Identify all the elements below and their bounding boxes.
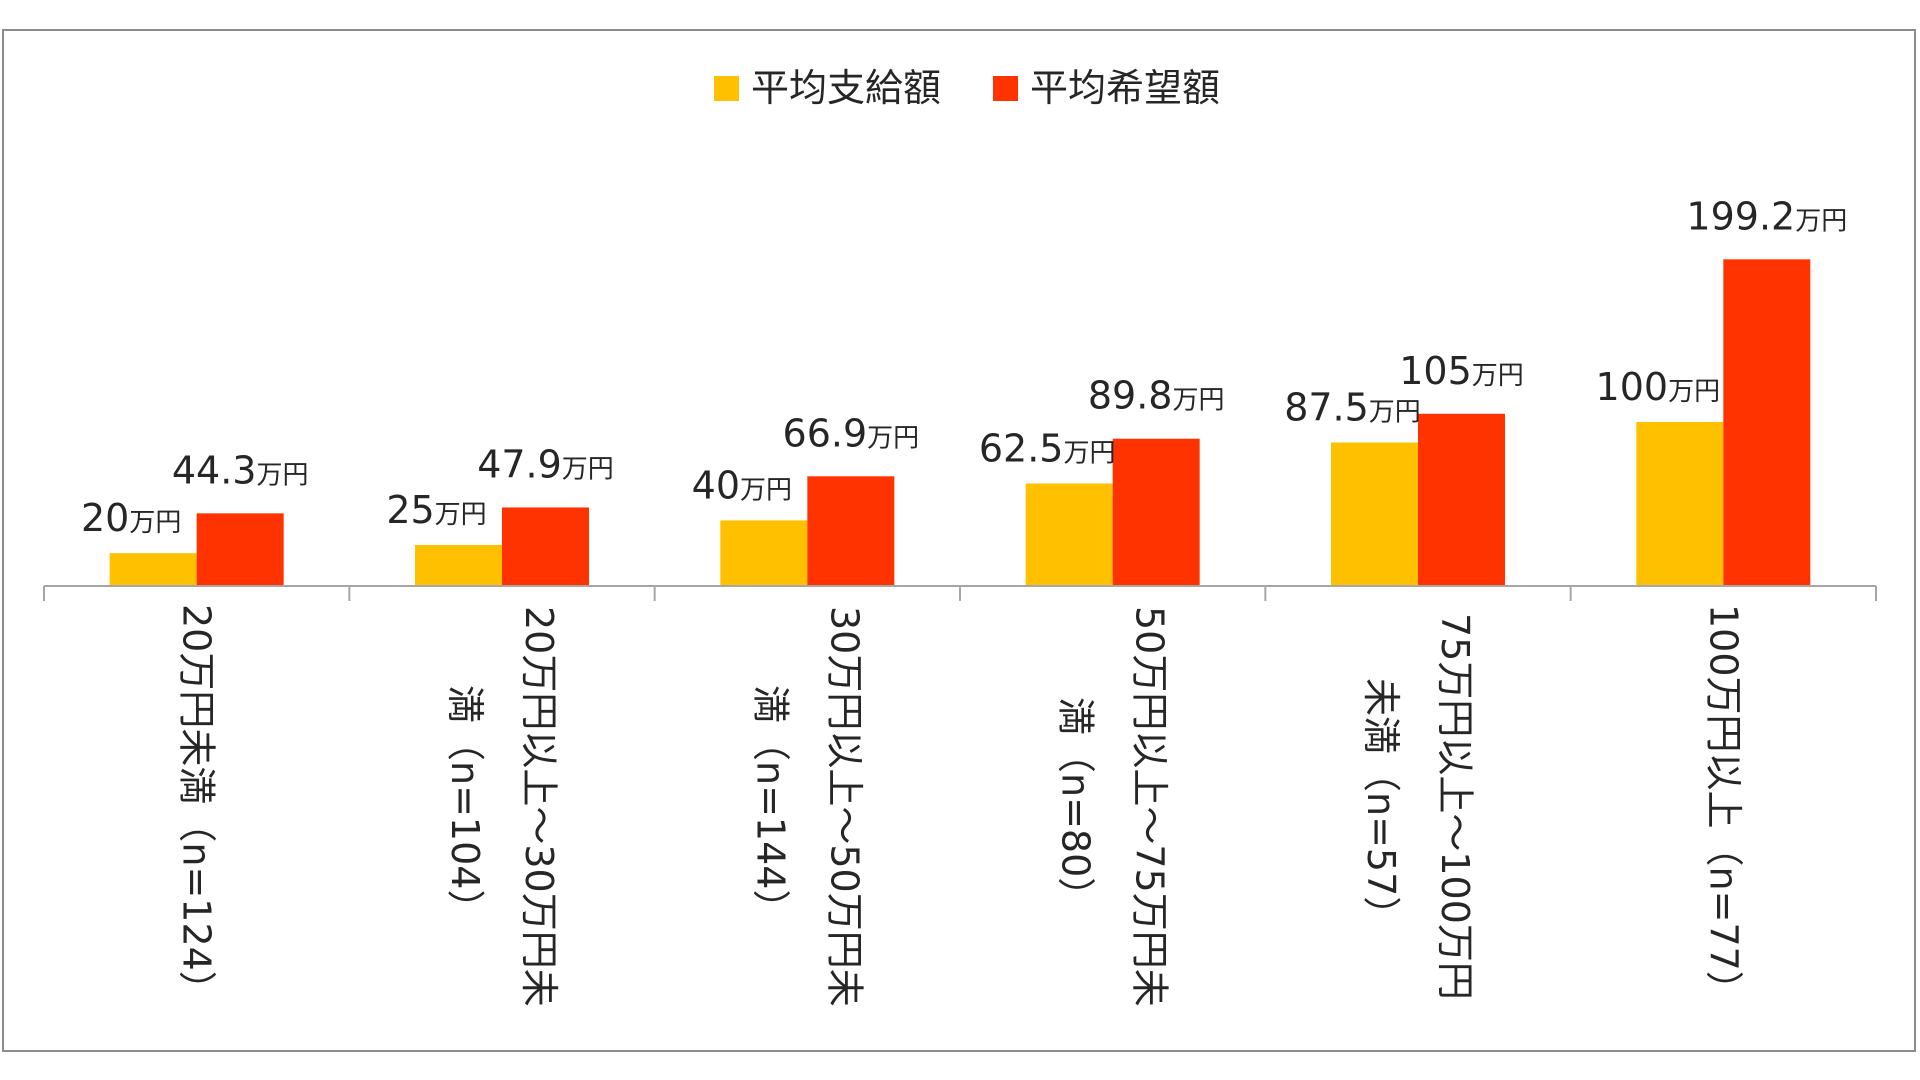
bar-average-desired — [196, 513, 284, 586]
bar-average-desired — [807, 476, 895, 586]
legend-label-average-desired: 平均希望額 — [1030, 66, 1221, 110]
legend-label-average-paid: 平均支給額 — [751, 66, 942, 110]
bar-average-desired — [1112, 438, 1200, 586]
x-axis-category-label: 100万円以上（n=77） — [1701, 604, 1746, 1009]
data-label-unit: 万円 — [1369, 398, 1421, 428]
bars — [109, 259, 1811, 586]
data-label-average-paid: 20万円 — [81, 496, 181, 540]
data-label-value: 25 — [386, 488, 434, 532]
bar-average-desired — [1418, 413, 1505, 586]
bar-average-desired — [502, 507, 589, 586]
x-axis-category-label: 20万円以上～30万円未満（n=104） — [443, 606, 561, 1007]
data-label-unit: 万円 — [1472, 361, 1524, 391]
data-label-average-paid: 87.5万円 — [1284, 386, 1421, 430]
legend-item-average-desired: 平均希望額 — [993, 66, 1220, 110]
data-label-unit: 万円 — [867, 423, 919, 453]
data-label-unit: 万円 — [435, 500, 487, 530]
data-label-unit: 万円 — [256, 460, 308, 490]
legend-swatch-average-paid — [714, 75, 739, 101]
data-label-unit: 万円 — [129, 508, 181, 538]
x-axis-category-label: 75万円以上～100万円未満（n=57） — [1359, 613, 1477, 1000]
data-label-unit: 万円 — [1172, 386, 1224, 416]
bar-average-paid — [415, 545, 502, 586]
bar-average-paid — [1331, 442, 1418, 586]
data-label-average-desired: 47.9万円 — [477, 442, 614, 486]
bar-average-paid — [1025, 483, 1113, 586]
legend-swatch-average-desired — [993, 75, 1019, 101]
bar-average-paid — [109, 553, 197, 586]
legend: 平均支給額 平均希望額 — [714, 66, 1220, 110]
data-label-unit: 万円 — [1668, 377, 1720, 407]
data-label-average-desired: 105万円 — [1399, 349, 1524, 393]
data-label-average-paid: 40万円 — [692, 463, 792, 507]
bar-average-paid — [1636, 422, 1724, 586]
chart-frame — [2, 29, 1916, 1052]
data-label-average-paid: 62.5万円 — [979, 427, 1116, 471]
data-label-unit: 万円 — [1063, 439, 1115, 469]
x-axis-category-label: 50万円以上～75万円未満（n=80） — [1053, 606, 1172, 1007]
bar-average-paid — [720, 520, 808, 586]
data-label-value: 87.5 — [1284, 386, 1369, 430]
data-label-value: 89.8 — [1088, 374, 1173, 418]
data-label-value: 47.9 — [477, 442, 562, 486]
bar-average-desired — [1723, 259, 1811, 586]
data-label-average-desired: 199.2万円 — [1686, 194, 1847, 238]
data-label-value: 199.2 — [1686, 194, 1795, 238]
x-axis — [43, 585, 1877, 601]
data-label-value: 62.5 — [979, 427, 1064, 471]
x-axis-category-label: 20万円未満（n=124） — [174, 604, 219, 1009]
data-label-average-desired: 66.9万円 — [783, 411, 920, 455]
data-label-unit: 万円 — [1795, 206, 1847, 236]
data-label-average-desired: 89.8万円 — [1088, 374, 1225, 418]
data-label-value: 66.9 — [783, 411, 868, 455]
data-label-unit: 万円 — [562, 454, 614, 484]
data-label-value: 40 — [692, 463, 740, 507]
data-label-average-paid: 25万円 — [386, 488, 486, 532]
data-label-value: 100 — [1596, 365, 1669, 409]
data-label-value: 105 — [1399, 349, 1472, 393]
data-label-value: 20 — [81, 496, 129, 540]
data-label-average-paid: 100万円 — [1596, 365, 1721, 409]
data-label-average-desired: 44.3万円 — [172, 448, 309, 492]
data-label-value: 44.3 — [172, 448, 257, 492]
legend-item-average-paid: 平均支給額 — [714, 66, 941, 110]
data-label-unit: 万円 — [740, 475, 792, 505]
x-axis-category-label: 30万円以上～50万円未満（n=144） — [748, 606, 867, 1007]
